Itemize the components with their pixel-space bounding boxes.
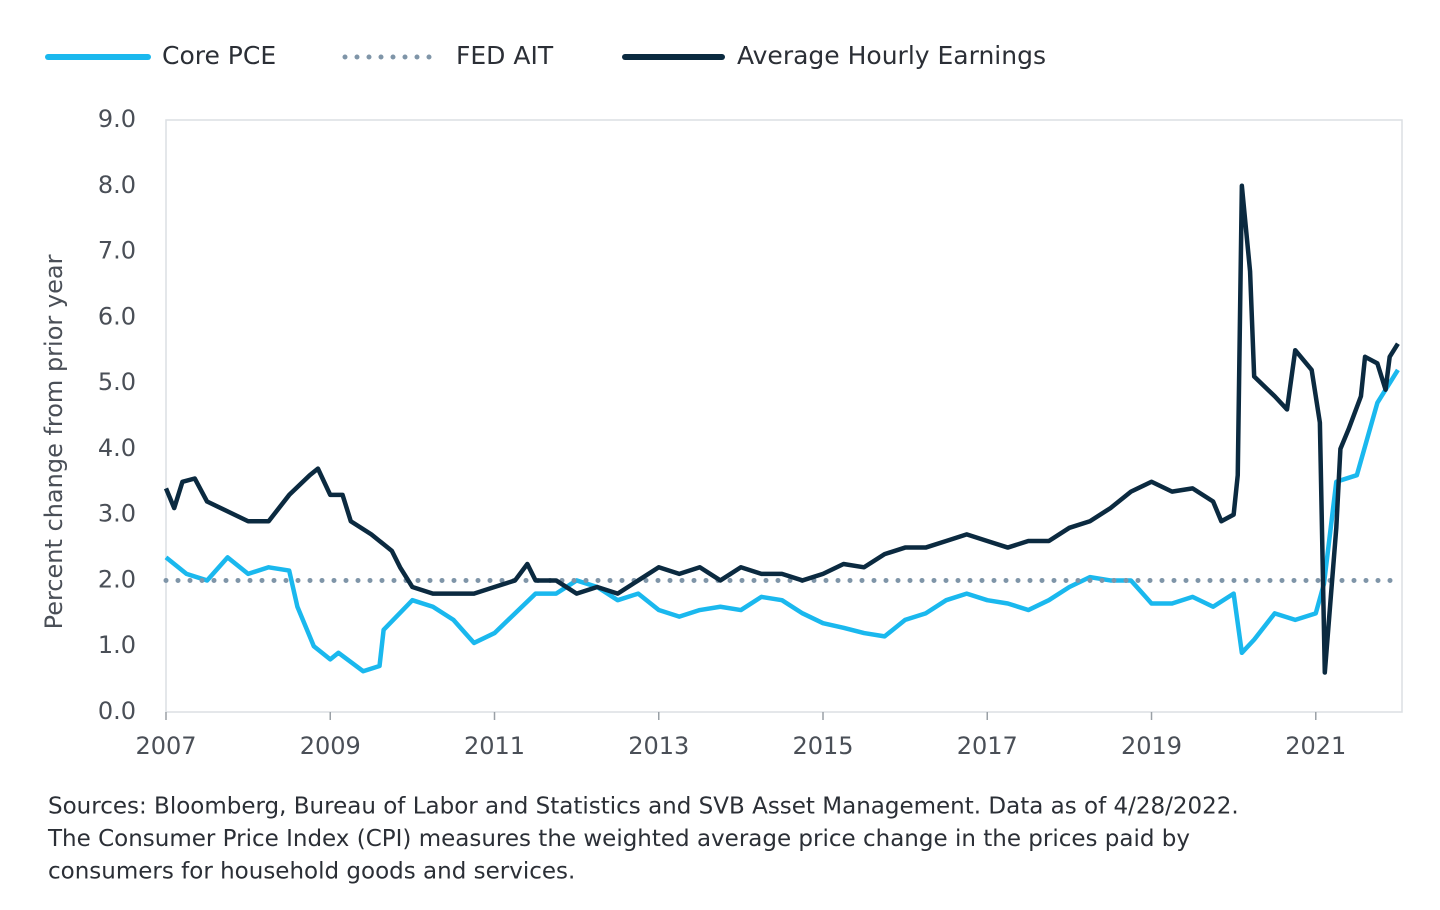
plot-frame: [165, 119, 1403, 713]
series-line: [164, 368, 1400, 674]
y-tick-label: 3.0: [98, 500, 136, 528]
x-tick-label: 2007: [135, 732, 196, 760]
y-tick-label: 9.0: [98, 105, 136, 133]
y-tick-label: 1.0: [98, 631, 136, 659]
y-tick-label: 5.0: [98, 368, 136, 396]
y-tick-label: 2.0: [98, 565, 136, 593]
y-tick-label: 4.0: [98, 434, 136, 462]
y-tick-label: 8.0: [98, 171, 136, 199]
x-tick-label: 2021: [1285, 732, 1346, 760]
x-tick-label: 2011: [464, 732, 525, 760]
footnote: The Consumer Price Index (CPI) measures …: [47, 826, 1190, 852]
x-tick-label: 2017: [957, 732, 1018, 760]
x-tick-label: 2013: [628, 732, 689, 760]
footnote: Sources: Bloomberg, Bureau of Labor and …: [48, 794, 1239, 820]
legend-label: Core PCE: [162, 41, 276, 70]
legend-label: FED AIT: [456, 41, 554, 70]
y-tick-label: 6.0: [98, 302, 136, 330]
x-tick-label: 2009: [300, 732, 361, 760]
y-tick-label: 0.0: [98, 697, 136, 725]
legend-label: Average Hourly Earnings: [737, 41, 1046, 70]
x-tick-label: 2019: [1121, 732, 1182, 760]
series-line: [163, 183, 1400, 675]
x-tick-label: 2015: [792, 732, 853, 760]
y-tick-label: 7.0: [98, 237, 136, 265]
y-axis-label: Percent change from prior year: [40, 254, 68, 629]
footnote: consumers for household goods and servic…: [48, 859, 575, 885]
